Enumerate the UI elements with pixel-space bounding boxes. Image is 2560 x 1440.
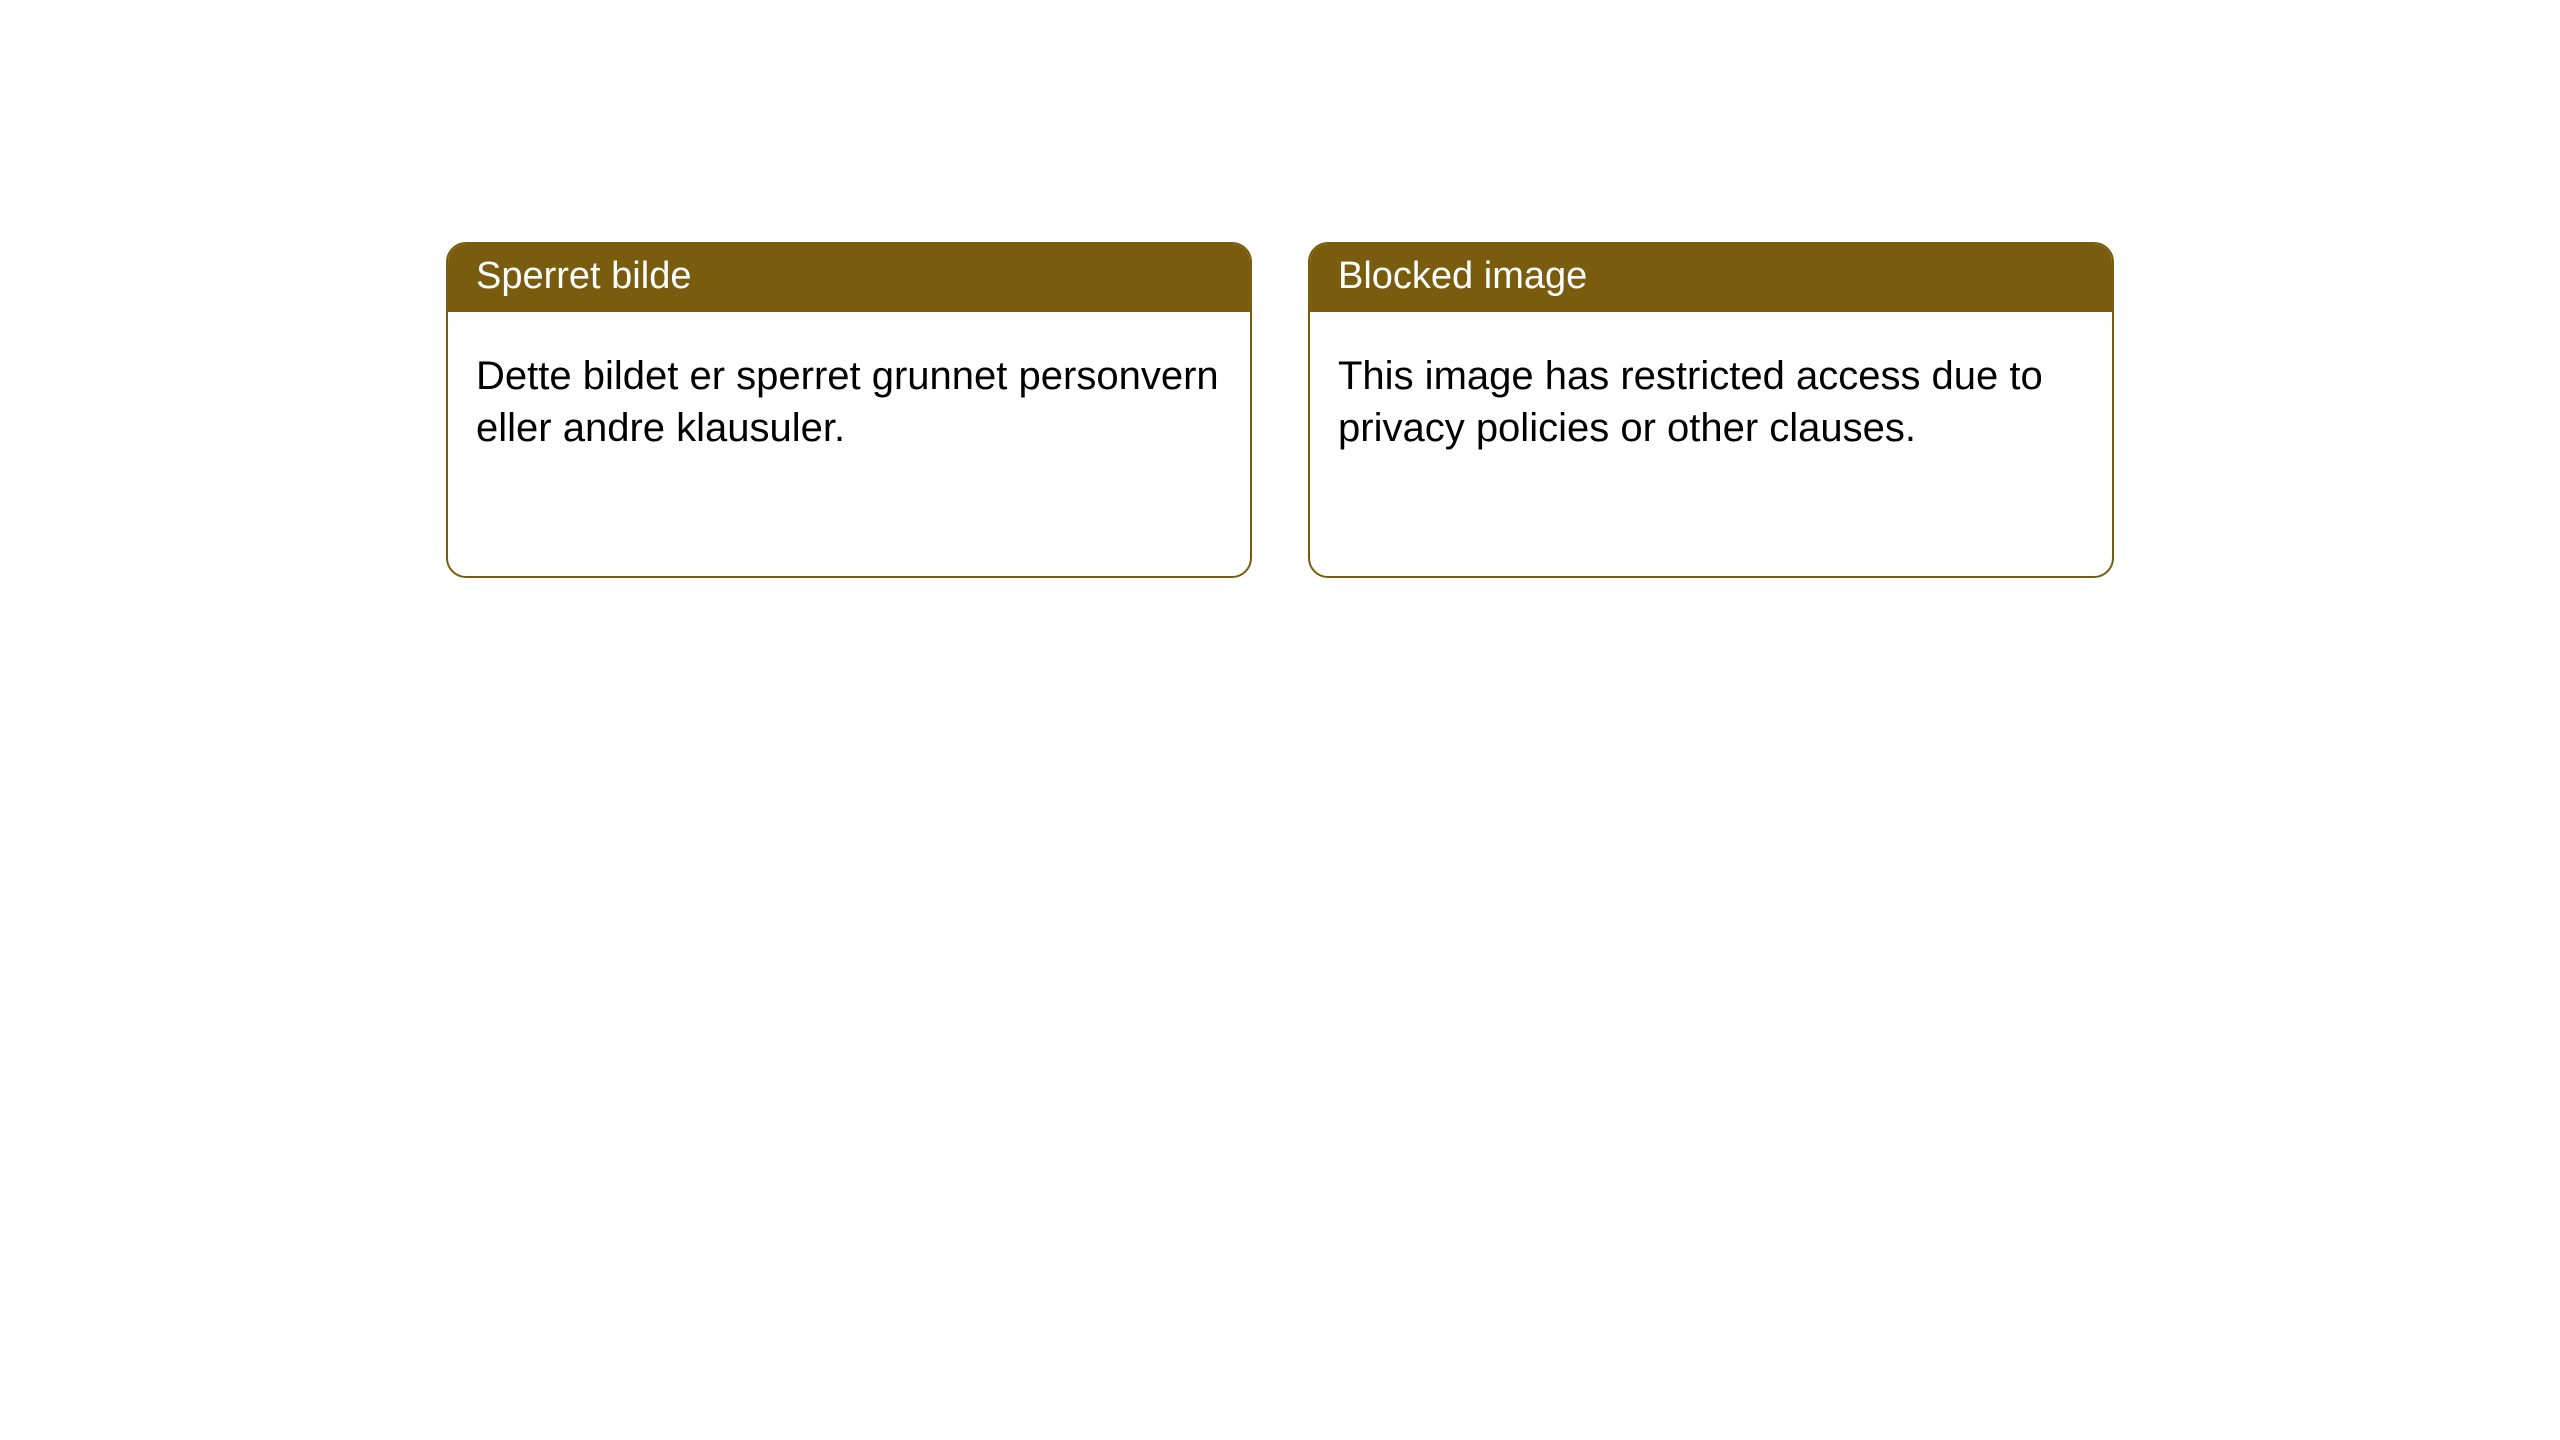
blocked-image-card-no: Sperret bilde Dette bildet er sperret gr… <box>446 242 1252 578</box>
card-message: This image has restricted access due to … <box>1338 354 2043 450</box>
card-body: This image has restricted access due to … <box>1310 312 2112 492</box>
card-message: Dette bildet er sperret grunnet personve… <box>476 354 1219 450</box>
card-title: Sperret bilde <box>476 255 691 297</box>
blocked-image-card-en: Blocked image This image has restricted … <box>1308 242 2114 578</box>
card-title: Blocked image <box>1338 255 1587 297</box>
card-body: Dette bildet er sperret grunnet personve… <box>448 312 1250 492</box>
card-header: Blocked image <box>1310 244 2112 312</box>
notice-cards-container: Sperret bilde Dette bildet er sperret gr… <box>0 0 2560 578</box>
card-header: Sperret bilde <box>448 244 1250 312</box>
